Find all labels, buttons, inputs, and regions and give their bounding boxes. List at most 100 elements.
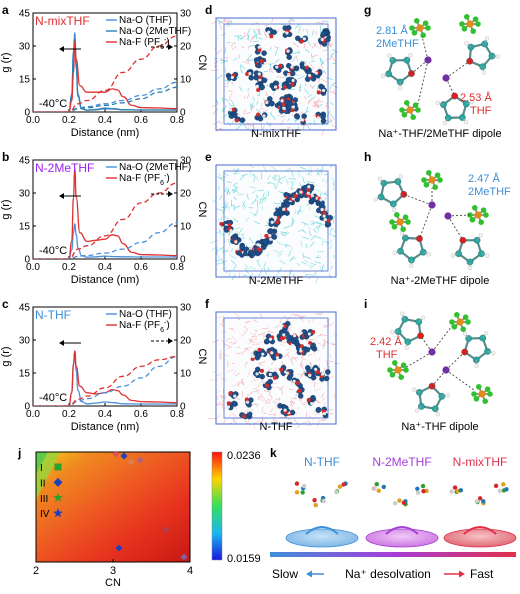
solvent-stick bbox=[308, 414, 314, 421]
solvent-stick bbox=[233, 196, 237, 201]
panel-letter-i: i bbox=[364, 297, 367, 311]
legend-label: Na-O (2MeTHF) bbox=[119, 162, 191, 173]
oxygen-bead bbox=[260, 368, 265, 373]
solvent-stick bbox=[226, 82, 230, 85]
hydrogen-atom bbox=[462, 331, 468, 336]
solvent-stick bbox=[243, 34, 248, 38]
hydrogen-bead bbox=[321, 88, 326, 93]
solvent-stick bbox=[270, 165, 277, 171]
solvent-stick bbox=[304, 88, 310, 95]
solvent-stick bbox=[257, 398, 264, 402]
solvent-stick bbox=[226, 346, 232, 349]
solvent-stick bbox=[256, 222, 261, 224]
solvent-stick bbox=[311, 42, 317, 49]
solvent-stick bbox=[330, 240, 333, 244]
oxygen-bead bbox=[295, 380, 300, 385]
phosphorus-atom bbox=[456, 318, 464, 326]
solvent-stick bbox=[254, 419, 261, 424]
solvent-stick bbox=[314, 214, 318, 218]
solvent-stick bbox=[314, 102, 316, 108]
solvent-stick bbox=[253, 211, 259, 217]
y-axis-label-left: g (r) bbox=[0, 346, 12, 366]
anion-bead bbox=[243, 246, 250, 253]
solvent-stick bbox=[261, 197, 266, 200]
hydrogen-atom bbox=[435, 100, 440, 106]
solvent-stick bbox=[241, 61, 250, 64]
solvent-stick bbox=[221, 206, 229, 208]
solvent-stick bbox=[239, 174, 245, 180]
solvent-stick bbox=[280, 341, 287, 343]
series-line bbox=[33, 81, 177, 112]
series-group bbox=[33, 168, 177, 259]
solvent-stick bbox=[330, 265, 333, 271]
coordination-bond bbox=[431, 325, 453, 353]
phosphorus-atom bbox=[474, 211, 482, 219]
hydrogen-bead bbox=[322, 411, 326, 416]
solvent-stick bbox=[208, 417, 217, 420]
solvent-stick bbox=[292, 52, 300, 55]
solvent-stick bbox=[290, 313, 297, 316]
fluorine-atom bbox=[464, 13, 470, 20]
dipole-caption-g: Na⁺-THF/2MeTHF dipole bbox=[378, 128, 501, 140]
solvent-stick bbox=[226, 369, 234, 373]
solvent-stick bbox=[221, 33, 226, 37]
hydrogen-bead bbox=[257, 72, 261, 76]
solvent-stick bbox=[236, 318, 241, 321]
solvent-stick bbox=[331, 84, 339, 89]
fluorine-atom bbox=[392, 360, 398, 366]
solvent-stick bbox=[224, 187, 228, 193]
solvent-stick bbox=[332, 215, 335, 224]
solvent-stick bbox=[247, 33, 250, 41]
solvent-stick bbox=[295, 118, 303, 122]
series-line bbox=[61, 352, 177, 406]
slow-arrow-icon bbox=[306, 570, 312, 578]
fluorine-atom bbox=[461, 26, 468, 32]
solvent-stick bbox=[220, 216, 223, 221]
solvent-stick bbox=[253, 29, 255, 34]
solvent-stick bbox=[227, 187, 230, 195]
fluorine-atom bbox=[472, 16, 479, 23]
solvent-stick bbox=[256, 390, 260, 395]
anion-bead bbox=[239, 117, 246, 123]
x-tick-label: 0.4 bbox=[98, 409, 112, 420]
oxygen-bead bbox=[257, 48, 262, 53]
solvent-stick bbox=[270, 361, 274, 365]
solvent-stick bbox=[321, 60, 325, 66]
solvent-stick bbox=[307, 418, 312, 427]
desolvation-arc bbox=[385, 526, 419, 535]
solvent-stick bbox=[261, 397, 268, 403]
x-axis-label: Distance (nm) bbox=[71, 421, 139, 433]
oxygen-bead bbox=[316, 90, 321, 95]
solvent-stick bbox=[310, 263, 316, 269]
hydrogen-bead bbox=[307, 73, 312, 78]
x-tick-label: 0.2 bbox=[62, 262, 76, 273]
fluorine-atom bbox=[391, 224, 398, 230]
solvent-stick bbox=[287, 327, 291, 330]
solvent-stick bbox=[324, 194, 329, 196]
hydrogen-atom bbox=[377, 176, 382, 181]
y-tick-label-left: 30 bbox=[19, 42, 31, 53]
solvent-stick bbox=[312, 188, 320, 192]
arrow-left-icon bbox=[59, 340, 64, 346]
solvent-stick bbox=[215, 74, 223, 80]
scheme-atom bbox=[337, 484, 343, 489]
solvent-stick bbox=[257, 37, 263, 40]
solvent-stick bbox=[271, 18, 274, 23]
hydrogen-bead bbox=[261, 352, 265, 356]
solvent-stick bbox=[329, 90, 334, 94]
marker-diamond bbox=[53, 477, 63, 487]
solvent-stick bbox=[230, 336, 234, 341]
data-marker bbox=[180, 553, 188, 561]
hydrogen-bead bbox=[299, 349, 303, 353]
solvent-stick bbox=[220, 59, 228, 64]
dipole-caption-h: Na⁺-2MeTHF dipole bbox=[391, 275, 490, 287]
solvent-stick bbox=[236, 346, 241, 348]
solvent-stick bbox=[217, 390, 221, 393]
solvent-stick bbox=[233, 167, 236, 171]
box-outer-edge bbox=[215, 17, 337, 131]
hydrogen-bead bbox=[319, 198, 323, 202]
hydrogen-bead bbox=[295, 392, 299, 396]
solvent-stick bbox=[299, 396, 305, 401]
anion-bead bbox=[257, 115, 264, 122]
anion-bead bbox=[277, 403, 283, 409]
